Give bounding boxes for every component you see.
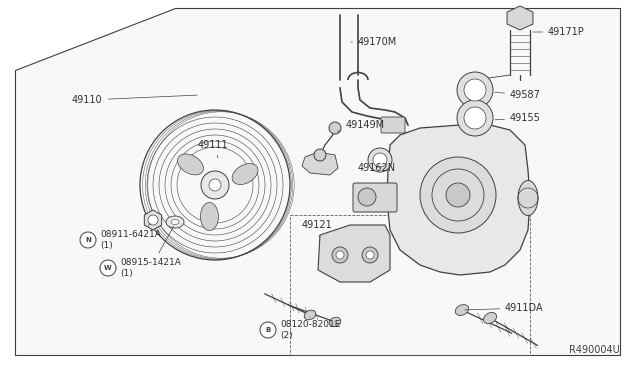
FancyBboxPatch shape <box>381 117 405 133</box>
Text: 08911-6421A
(1): 08911-6421A (1) <box>100 224 161 250</box>
Text: 4911DA: 4911DA <box>465 303 543 313</box>
Text: 49162N: 49162N <box>358 163 396 173</box>
Circle shape <box>362 247 378 263</box>
Circle shape <box>314 149 326 161</box>
Circle shape <box>148 215 158 225</box>
Circle shape <box>201 171 229 199</box>
Text: 49155: 49155 <box>495 113 541 123</box>
Ellipse shape <box>232 164 258 185</box>
Circle shape <box>464 107 486 129</box>
Circle shape <box>332 247 348 263</box>
FancyBboxPatch shape <box>353 183 397 212</box>
Circle shape <box>366 251 374 259</box>
Text: 49110: 49110 <box>72 95 197 105</box>
Circle shape <box>457 72 493 108</box>
Circle shape <box>457 100 493 136</box>
Polygon shape <box>302 152 338 175</box>
Ellipse shape <box>200 202 218 231</box>
Circle shape <box>336 251 344 259</box>
Ellipse shape <box>518 180 538 215</box>
Circle shape <box>446 183 470 207</box>
Polygon shape <box>15 8 620 355</box>
Circle shape <box>329 122 341 134</box>
Circle shape <box>358 188 376 206</box>
Circle shape <box>209 179 221 191</box>
Text: 49170M: 49170M <box>351 37 397 47</box>
Polygon shape <box>507 6 533 30</box>
Text: 08120-8201E
(2): 08120-8201E (2) <box>280 317 340 340</box>
Ellipse shape <box>171 219 179 224</box>
Text: 49149M: 49149M <box>338 120 385 131</box>
Polygon shape <box>145 210 162 230</box>
Ellipse shape <box>177 154 204 175</box>
Text: 49121: 49121 <box>302 220 333 237</box>
Ellipse shape <box>166 216 184 228</box>
Text: 49171P: 49171P <box>532 27 585 37</box>
Text: W: W <box>104 265 112 271</box>
Circle shape <box>260 322 276 338</box>
Ellipse shape <box>329 317 341 327</box>
Polygon shape <box>387 125 530 275</box>
Ellipse shape <box>455 305 468 315</box>
Circle shape <box>420 157 496 233</box>
Text: 49587: 49587 <box>495 90 541 100</box>
Circle shape <box>80 232 96 248</box>
Circle shape <box>368 148 392 172</box>
Text: R490004U: R490004U <box>569 345 620 355</box>
Circle shape <box>464 79 486 101</box>
Text: B: B <box>266 327 271 333</box>
Ellipse shape <box>483 312 497 324</box>
Circle shape <box>100 260 116 276</box>
Polygon shape <box>318 225 390 282</box>
Text: N: N <box>85 237 91 243</box>
Text: 49111: 49111 <box>198 140 228 158</box>
Ellipse shape <box>304 310 316 320</box>
Text: 08915-1421A
(1): 08915-1421A (1) <box>120 227 181 278</box>
Circle shape <box>373 153 387 167</box>
